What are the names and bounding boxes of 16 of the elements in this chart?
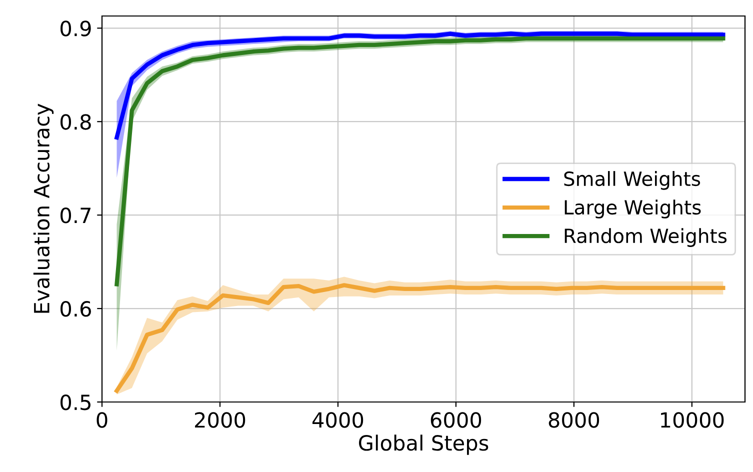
y-tick-label: 0.5 — [60, 394, 90, 410]
legend-label: Small Weights — [564, 171, 700, 190]
x-tick-label: 6000 — [430, 412, 482, 428]
x-tick-label: 2000 — [195, 412, 246, 428]
x-axis-title: Global Steps — [358, 434, 488, 455]
x-tick-label: 10000 — [661, 412, 724, 428]
x-tick-label: 4000 — [312, 412, 364, 428]
y-tick-label: 0.7 — [60, 208, 90, 224]
legend-label: Large Weights — [564, 200, 701, 218]
legend-label: Random Weights — [564, 228, 727, 247]
x-tick-label: 0 — [96, 412, 108, 428]
y-axis-title: Evaluation Accuracy — [33, 104, 54, 313]
y-tick-label: 0.9 — [60, 20, 91, 36]
y-tick-label: 0.8 — [60, 114, 91, 130]
x-tick-label: 8000 — [548, 412, 600, 428]
y-tick-label: 0.6 — [60, 300, 91, 317]
